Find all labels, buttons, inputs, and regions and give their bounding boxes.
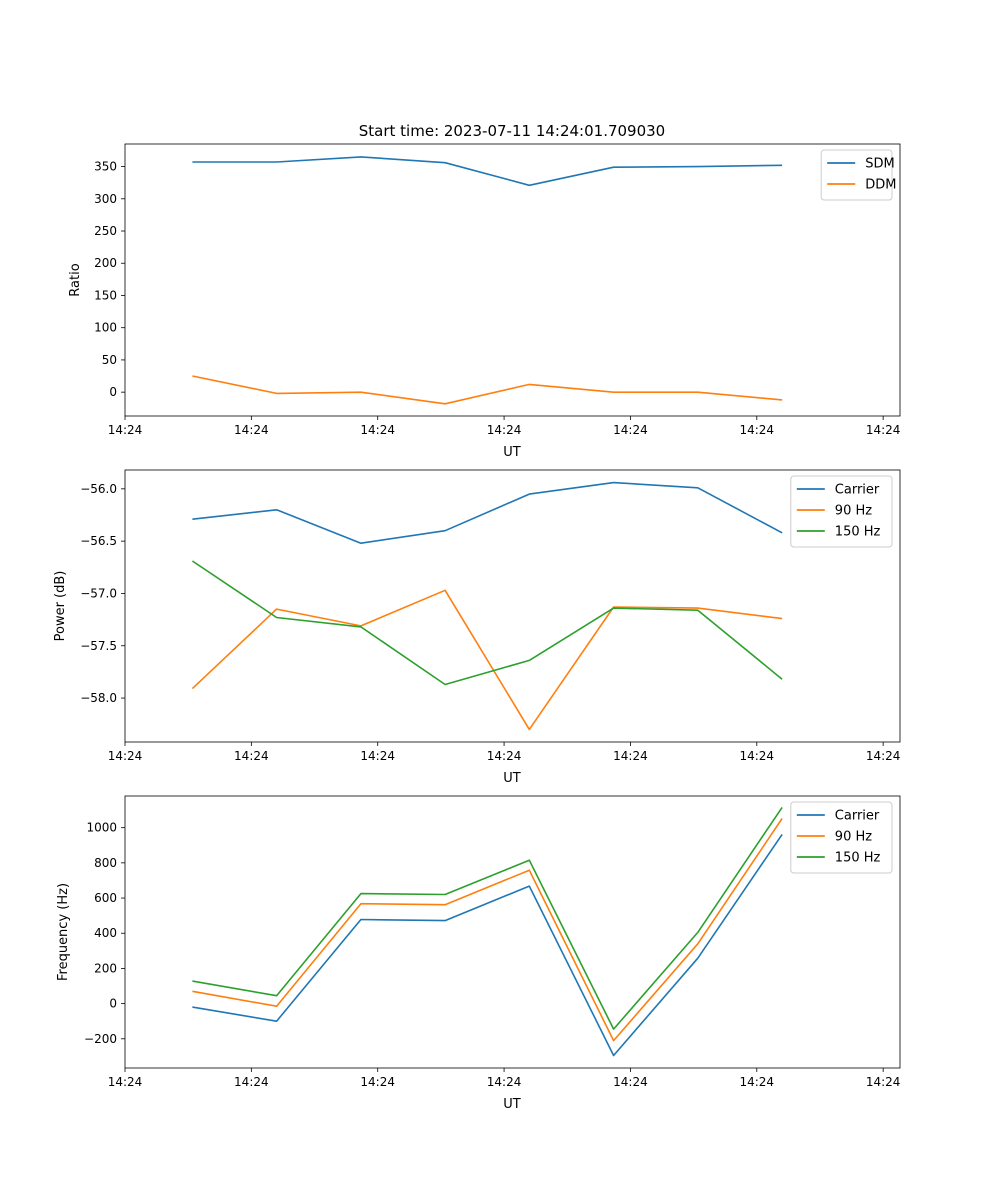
- power-axes-frame: [124, 469, 901, 743]
- ratio-legend-label: DDM: [865, 178, 896, 193]
- ratio-x-tick-label: 14:24: [613, 423, 648, 437]
- ratio-x-tick-label: 14:24: [234, 423, 269, 437]
- ratio-series-lines: [192, 156, 783, 405]
- frequency-x-tick-label: 14:24: [739, 1075, 774, 1089]
- ratio-legend: SDM DDM: [820, 149, 896, 201]
- power-x-ticks: 14:24 14:24 14:24 14:24 14:24 14:24 14:24: [108, 742, 901, 763]
- figure-title: Start time: 2023-07-11 14:24:01.709030: [359, 122, 665, 140]
- frequency-x-axis-label: UT: [503, 1097, 521, 1112]
- power-y-tick-label: −56.0: [80, 482, 117, 496]
- ratio-panel: 14:24 14:24 14:24 14:24 14:24 14:24 14:24 0 50 1…: [68, 143, 901, 460]
- frequency-series-150-hz-line: [192, 806, 783, 1030]
- ratio-x-tick-label: 14:24: [487, 423, 522, 437]
- frequency-y-tick-label: 0: [109, 997, 117, 1011]
- power-legend-box: [790, 475, 893, 548]
- frequency-series-90-hz-line: [192, 818, 783, 1042]
- frequency-y-ticks: 1000 800 600 400 200 0 −200: [84, 821, 125, 1046]
- frequency-y-tick-label: 800: [94, 856, 117, 870]
- frequency-legend-box: [790, 801, 893, 874]
- power-series-lines: [191, 481, 783, 731]
- power-legend-label: 90 Hz: [835, 504, 872, 519]
- frequency-legend-label: Carrier: [835, 809, 880, 824]
- ratio-series-ddm-line: [192, 375, 783, 405]
- ratio-y-ticks: 0 50 100 150 200 250 300 350: [94, 160, 125, 399]
- ratio-y-tick-label: 200: [94, 256, 117, 270]
- power-y-ticks: −56.0 −56.5 −57.0 −57.5 −58.0: [80, 482, 125, 705]
- frequency-y-tick-label: −200: [84, 1032, 117, 1046]
- frequency-legend-label: 90 Hz: [835, 830, 872, 845]
- power-y-tick-label: −57.5: [80, 639, 117, 653]
- frequency-x-ticks: 14:24 14:24 14:24 14:24 14:24 14:24 14:24: [108, 1068, 901, 1089]
- power-x-tick-label: 14:24: [108, 749, 143, 763]
- frequency-y-tick-label: 1000: [86, 821, 117, 835]
- frequency-x-tick-label: 14:24: [613, 1075, 648, 1089]
- ratio-y-tick-label: 150: [94, 288, 117, 302]
- ratio-x-tick-label: 14:24: [108, 423, 143, 437]
- frequency-series-lines: [192, 806, 783, 1057]
- ratio-x-tick-label: 14:24: [866, 423, 901, 437]
- ratio-y-tick-label: 300: [94, 192, 117, 206]
- power-x-tick-label: 14:24: [360, 749, 395, 763]
- power-x-tick-label: 14:24: [866, 749, 901, 763]
- power-y-tick-label: −58.0: [80, 691, 117, 705]
- power-y-tick-label: −57.0: [80, 586, 117, 600]
- ratio-x-ticks: 14:24 14:24 14:24 14:24 14:24 14:24 14:24: [108, 416, 901, 437]
- power-y-tick-label: −56.5: [80, 534, 117, 548]
- frequency-axes-frame: [124, 795, 901, 1069]
- ratio-legend-label: SDM: [865, 157, 894, 172]
- frequency-x-tick-label: 14:24: [108, 1075, 143, 1089]
- ratio-x-tick-label: 14:24: [739, 423, 774, 437]
- power-series-90-hz-line: [191, 589, 783, 731]
- power-x-axis-label: UT: [503, 771, 521, 786]
- power-legend: Carrier 90 Hz 150 Hz: [790, 475, 893, 548]
- ratio-axes-frame: [124, 143, 901, 417]
- power-x-tick-label: 14:24: [739, 749, 774, 763]
- frequency-y-axis-label: Frequency (Hz): [56, 883, 71, 981]
- ratio-y-axis-label: Ratio: [68, 263, 83, 296]
- power-x-tick-label: 14:24: [487, 749, 522, 763]
- ratio-x-tick-label: 14:24: [360, 423, 395, 437]
- frequency-x-tick-label: 14:24: [487, 1075, 522, 1089]
- ratio-y-tick-label: 250: [94, 224, 117, 238]
- power-panel: 14:24 14:24 14:24 14:24 14:24 14:24 14:24 −56.…: [53, 469, 901, 786]
- power-x-tick-label: 14:24: [613, 749, 648, 763]
- ratio-y-tick-label: 50: [102, 353, 117, 367]
- frequency-panel: 14:24 14:24 14:24 14:24 14:24 14:24 14:24 1000…: [56, 795, 901, 1112]
- frequency-legend-label: 150 Hz: [835, 851, 881, 866]
- power-series-150-hz-line: [191, 560, 783, 686]
- frequency-x-tick-label: 14:24: [866, 1075, 901, 1089]
- power-legend-label: Carrier: [835, 483, 880, 498]
- frequency-series-carrier-line: [192, 833, 783, 1057]
- ratio-series-sdm-line: [192, 156, 783, 187]
- frequency-legend: Carrier 90 Hz 150 Hz: [790, 801, 893, 874]
- power-y-axis-label: Power (dB): [53, 571, 68, 642]
- ratio-y-tick-label: 350: [94, 160, 117, 174]
- frequency-x-tick-label: 14:24: [234, 1075, 269, 1089]
- frequency-x-tick-label: 14:24: [360, 1075, 395, 1089]
- power-x-tick-label: 14:24: [234, 749, 269, 763]
- frequency-y-tick-label: 200: [94, 961, 117, 975]
- frequency-y-tick-label: 600: [94, 891, 117, 905]
- ratio-x-axis-label: UT: [503, 445, 521, 460]
- power-legend-label: 150 Hz: [835, 525, 881, 540]
- ratio-y-tick-label: 0: [109, 385, 117, 399]
- ratio-y-tick-label: 100: [94, 321, 117, 335]
- power-series-carrier-line: [192, 481, 783, 545]
- frequency-y-tick-label: 400: [94, 926, 117, 940]
